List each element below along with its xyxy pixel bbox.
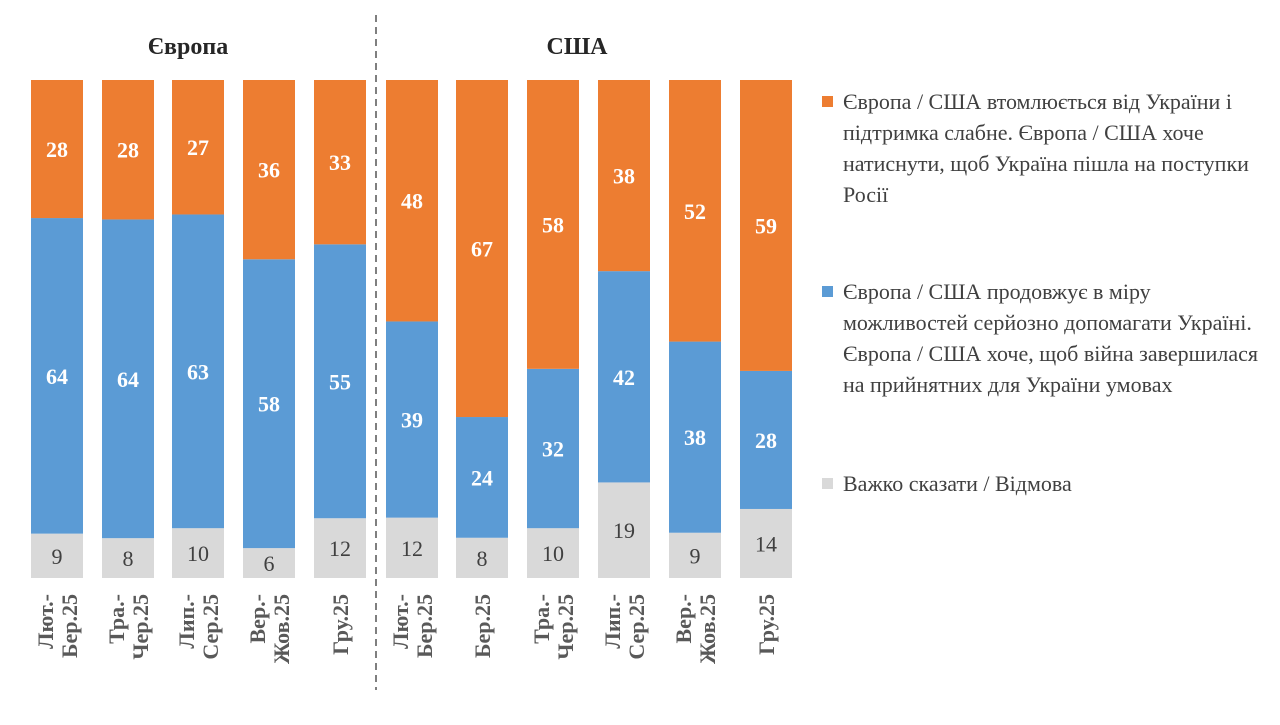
category-label: Чер.25 <box>553 594 578 660</box>
bar-segment <box>243 548 295 578</box>
bar-segment <box>669 341 721 533</box>
data-label: 36 <box>258 158 280 183</box>
bar-segment <box>102 80 154 220</box>
data-label: 39 <box>401 408 423 433</box>
bar-segment <box>243 259 295 549</box>
data-label: 59 <box>755 213 777 238</box>
legend-swatch <box>822 478 833 489</box>
category-label: Жов.25 <box>269 594 294 664</box>
bar-segment <box>314 80 366 245</box>
data-label: 6 <box>264 551 275 576</box>
group-title: США <box>546 34 608 60</box>
data-label: 28 <box>755 428 777 453</box>
data-label: 63 <box>187 359 209 384</box>
data-label: 67 <box>471 237 493 262</box>
data-label: 58 <box>258 392 280 417</box>
category-label: Бер.25 <box>57 594 82 658</box>
bar-segment <box>102 219 154 539</box>
legend-label: Європа / США втомлюється від України і п… <box>843 89 1249 207</box>
bar-segment <box>669 532 721 578</box>
data-label: 9 <box>52 544 63 569</box>
bar-segment <box>598 80 650 272</box>
data-label: 64 <box>46 364 68 389</box>
category-label: Лют.- <box>388 594 413 649</box>
bar-segment <box>598 271 650 483</box>
category-label: Вер.- <box>245 594 270 644</box>
category-label: Гру.25 <box>328 594 353 655</box>
legend-label: Європа / США продовжує в міру можливосте… <box>843 279 1259 397</box>
data-label: 10 <box>542 541 564 566</box>
category-label: Гру.25 <box>754 594 779 655</box>
category-label: Лип.- <box>174 594 199 649</box>
bar-segment <box>527 368 579 529</box>
bar-segment <box>31 533 83 578</box>
legend-item-undecided: Важко сказати / Відмова <box>822 468 1262 499</box>
data-label: 38 <box>684 425 706 450</box>
category-label: Вер.- <box>671 594 696 644</box>
bar-segment <box>527 80 579 369</box>
bar-segment <box>669 80 721 342</box>
category-label: Чер.25 <box>128 594 153 660</box>
category-label: Сер.25 <box>624 594 649 660</box>
legend-swatch <box>822 286 833 297</box>
bar-segment <box>740 80 792 371</box>
bar-segment <box>740 508 792 578</box>
bar-segment <box>456 417 508 538</box>
data-label: 28 <box>46 137 68 162</box>
bar-segment <box>172 214 224 529</box>
bar-segment <box>598 482 650 578</box>
data-label: 58 <box>542 212 564 237</box>
bar-segment <box>31 218 83 534</box>
data-label: 19 <box>613 518 635 543</box>
group-title: Європа <box>148 34 228 60</box>
bar-segment <box>386 517 438 578</box>
category-label: Тра.- <box>104 594 129 644</box>
data-label: 9 <box>690 543 701 568</box>
bar-segment <box>314 518 366 578</box>
bar-segment <box>172 80 224 215</box>
legend-item-support: Європа / США продовжує в міру можливосте… <box>822 276 1262 400</box>
data-label: 27 <box>187 135 209 160</box>
bar-segment <box>386 80 438 322</box>
data-label: 12 <box>329 536 351 561</box>
category-label: Бер.25 <box>412 594 437 658</box>
data-label: 10 <box>187 541 209 566</box>
legend-swatch <box>822 96 833 107</box>
bar-segment <box>172 528 224 578</box>
bar-segment <box>456 80 508 418</box>
bar-segment <box>740 370 792 509</box>
bar-segment <box>314 244 366 519</box>
data-label: 42 <box>613 365 635 390</box>
bar-segment <box>527 528 579 578</box>
data-label: 48 <box>401 189 423 214</box>
data-label: 12 <box>401 536 423 561</box>
data-label: 24 <box>471 465 493 490</box>
bar-segment <box>31 80 83 219</box>
legend-item-pressure: Європа / США втомлюється від України і п… <box>822 86 1262 210</box>
bar-segment <box>243 80 295 260</box>
data-label: 28 <box>117 138 139 163</box>
category-label: Жов.25 <box>695 594 720 664</box>
bar-segment <box>102 538 154 578</box>
bar-segment <box>456 537 508 578</box>
data-label: 8 <box>123 546 134 571</box>
category-label: Бер.25 <box>470 594 495 658</box>
data-label: 32 <box>542 437 564 462</box>
category-label: Лют.- <box>33 594 58 649</box>
data-label: 33 <box>329 150 351 175</box>
data-label: 14 <box>755 531 777 556</box>
category-label: Тра.- <box>529 594 554 644</box>
category-label: Лип.- <box>600 594 625 649</box>
data-label: 52 <box>684 199 706 224</box>
data-label: 55 <box>329 369 351 394</box>
bar-segment <box>386 321 438 518</box>
data-label: 38 <box>613 164 635 189</box>
legend-label: Важко сказати / Відмова <box>843 471 1072 496</box>
category-label: Сер.25 <box>198 594 223 660</box>
data-label: 8 <box>477 546 488 571</box>
data-label: 64 <box>117 367 139 392</box>
